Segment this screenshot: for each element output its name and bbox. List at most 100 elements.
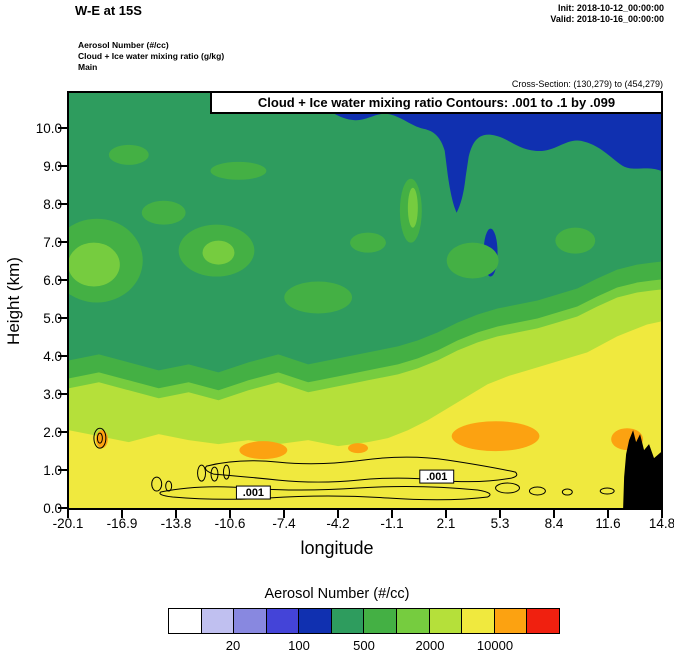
y-tick-label: 7.0 xyxy=(43,235,62,250)
y-tick xyxy=(58,507,67,509)
green-pocket xyxy=(446,242,499,279)
colorbar-swatch xyxy=(298,608,332,634)
y-tick-label: 3.0 xyxy=(43,387,62,402)
contour-line xyxy=(222,464,230,480)
x-tick-label: -4.2 xyxy=(326,516,350,531)
x-tick xyxy=(175,510,177,518)
orange-pocket xyxy=(451,421,540,452)
colorbar-swatch xyxy=(461,608,495,634)
contour-label: .001 xyxy=(243,487,264,499)
x-tick-label: 5.3 xyxy=(490,516,510,531)
colorbar-swatch xyxy=(330,608,365,634)
colorbar-swatch xyxy=(363,608,398,634)
x-tick-label: 2.1 xyxy=(436,516,456,531)
colorbar-tick-label: 2000 xyxy=(415,638,445,653)
shaded-field-label: Aerosol Number (#/cc) xyxy=(78,40,169,50)
init-time-label: Init: 2018-10-12_00:00:00 xyxy=(557,3,664,13)
orange-pocket xyxy=(239,441,288,460)
y-tick xyxy=(58,355,67,357)
bright-green-pocket xyxy=(202,240,235,265)
terrain-silhouette xyxy=(623,430,661,508)
contour-line xyxy=(197,464,207,482)
contour-label-box xyxy=(235,485,271,500)
green-pocket xyxy=(141,200,186,225)
green-pocket xyxy=(555,227,596,254)
valid-time-label: Valid: 2018-10-16_00:00:00 xyxy=(550,14,664,24)
x-tick xyxy=(229,510,231,518)
contour-line xyxy=(151,476,163,492)
colorbar-swatch xyxy=(200,608,235,634)
colorbar-swatch xyxy=(428,608,463,634)
x-tick xyxy=(67,510,69,518)
green-pocket xyxy=(210,161,267,180)
colorbar-title: Aerosol Number (#/cc) xyxy=(264,586,410,602)
page-title: W-E at 15S xyxy=(75,3,142,18)
x-tick-label: -1.1 xyxy=(380,516,404,531)
contour-line xyxy=(528,486,546,496)
y-tick-label: 0.0 xyxy=(43,501,62,516)
green-pocket xyxy=(108,144,149,165)
contoured-field-label: Cloud + Ice water mixing ratio (g/kg) xyxy=(78,51,225,61)
shading-20-100 xyxy=(300,93,661,213)
y-tick xyxy=(58,469,67,471)
y-tick xyxy=(58,393,67,395)
green-pocket xyxy=(284,281,353,314)
colorbar-tick-label: 500 xyxy=(353,638,375,653)
contour-line xyxy=(93,427,107,449)
colorbar-tick-label: 10000 xyxy=(476,638,514,653)
contour-line xyxy=(210,466,219,482)
colorbar-swatch xyxy=(493,608,528,634)
colorbar-swatch xyxy=(233,608,267,634)
x-tick xyxy=(121,510,123,518)
x-tick-label: 14.8 xyxy=(648,516,674,531)
cross-section-plot: .001 .001 xyxy=(67,91,663,510)
colorbar xyxy=(168,608,560,634)
y-tick-label: 5.0 xyxy=(43,311,62,326)
y-tick xyxy=(58,241,67,243)
contour-line xyxy=(96,432,103,444)
y-tick-label: 8.0 xyxy=(43,197,62,212)
shaded-contour-canvas: .001 .001 xyxy=(69,93,661,508)
x-tick-label: -7.4 xyxy=(272,516,296,531)
x-tick-label: -16.9 xyxy=(106,516,138,531)
x-tick xyxy=(553,510,555,518)
x-tick-label: -20.1 xyxy=(52,516,84,531)
y-tick xyxy=(58,203,67,205)
contour-line xyxy=(561,488,573,496)
contour-label-box xyxy=(419,469,455,484)
green-pocket xyxy=(350,232,386,253)
x-axis-title: longitude xyxy=(300,538,374,558)
y-tick-label: 10.0 xyxy=(35,121,62,136)
x-tick xyxy=(607,510,609,518)
colorbar-swatch xyxy=(265,608,300,634)
shading-green-pockets xyxy=(69,144,596,314)
contour-line xyxy=(495,482,520,494)
contour-title-banner: Cloud + Ice water mixing ratio Contours:… xyxy=(210,91,663,114)
contour-line xyxy=(599,487,615,495)
shading-2000-10000 xyxy=(69,321,661,508)
cross-section-label: Cross-Section: (130,279) to (454,279) xyxy=(511,79,663,89)
contour-label: .001 xyxy=(426,471,447,483)
y-tick-label: 2.0 xyxy=(43,425,62,440)
y-tick xyxy=(58,279,67,281)
y-tick-label: 4.0 xyxy=(43,349,62,364)
y-tick-label: 6.0 xyxy=(43,273,62,288)
y-axis-title: Height (km) xyxy=(4,257,23,345)
y-tick xyxy=(58,127,67,129)
orange-pocket xyxy=(348,443,368,454)
x-tick xyxy=(499,510,501,518)
x-tick-label: -13.8 xyxy=(160,516,192,531)
x-tick xyxy=(283,510,285,518)
y-tick-label: 9.0 xyxy=(43,159,62,174)
cloud-contour-lines xyxy=(93,427,615,501)
x-tick xyxy=(337,510,339,518)
y-tick xyxy=(58,165,67,167)
contour-line xyxy=(165,480,173,492)
x-tick-label: 11.6 xyxy=(595,516,621,531)
x-tick xyxy=(391,510,393,518)
x-tick-label: 8.4 xyxy=(544,516,564,531)
y-tick xyxy=(58,317,67,319)
y-tick-label: 1.0 xyxy=(43,463,62,478)
contour-line xyxy=(159,485,491,501)
